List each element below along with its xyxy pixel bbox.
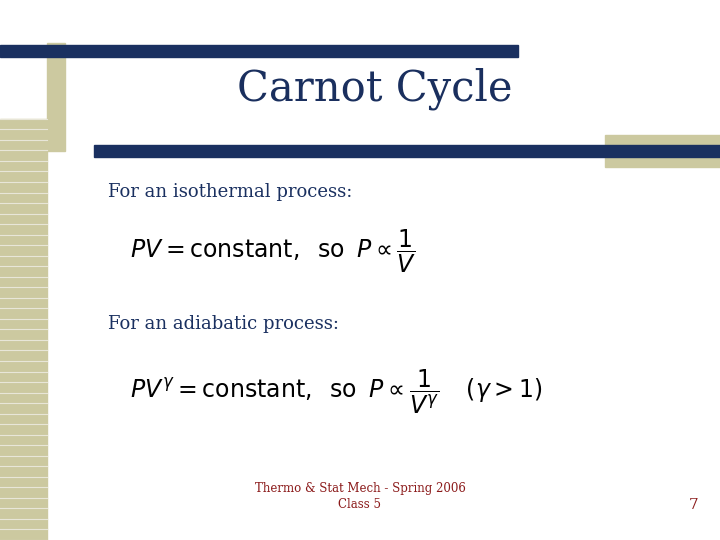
- Text: $PV = \mathrm{constant,} \;\; \mathrm{so} \;\; P \propto \dfrac{1}{V}$: $PV = \mathrm{constant,} \;\; \mathrm{so…: [130, 227, 416, 275]
- Text: Class 5: Class 5: [338, 498, 382, 511]
- Bar: [94, 145, 720, 157]
- Bar: [0, 45, 518, 57]
- Bar: [0, 119, 47, 540]
- Text: For an isothermal process:: For an isothermal process:: [108, 183, 352, 201]
- Text: $PV^{\gamma} = \mathrm{constant,} \;\; \mathrm{so} \;\; P \propto \dfrac{1}{V^{\: $PV^{\gamma} = \mathrm{constant,} \;\; \…: [130, 367, 542, 416]
- Text: Carnot Cycle: Carnot Cycle: [237, 68, 512, 110]
- Text: Thermo & Stat Mech - Spring 2006: Thermo & Stat Mech - Spring 2006: [255, 482, 465, 495]
- Text: For an adiabatic process:: For an adiabatic process:: [108, 315, 339, 333]
- Text: 7: 7: [689, 498, 698, 512]
- Bar: [605, 135, 720, 167]
- Bar: [47, 43, 65, 151]
